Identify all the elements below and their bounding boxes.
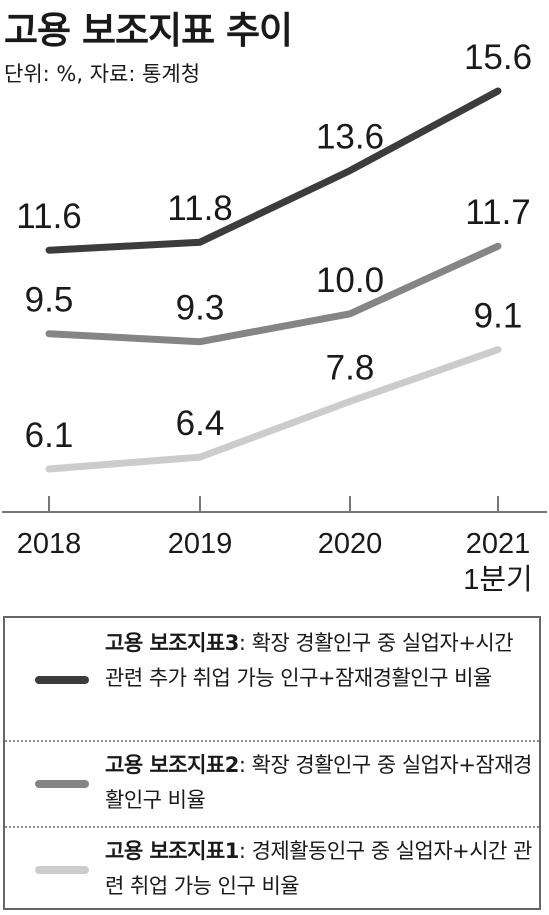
x-tick-label: 2018 <box>17 528 82 560</box>
legend-box: 고용 보조지표3: 확장 경활인구 중 실업자+시간 관련 추가 취업 가능 인… <box>3 616 541 910</box>
data-label: 11.6 <box>16 197 82 236</box>
legend-name-2: 고용 보조지표2 <box>105 753 239 777</box>
x-tick-label: 1분기 <box>463 564 533 596</box>
legend-swatch-3 <box>35 676 89 684</box>
legend-desc-1: : 경제활동인구 중 실업자+시간 관련 취업 가능 인구 비율 <box>105 839 532 898</box>
legend-swatch-1 <box>35 866 89 874</box>
x-tick-label: 2020 <box>318 528 383 560</box>
legend-item-1: 고용 보조지표1: 경제활동인구 중 실업자+시간 관련 취업 가능 인구 비율 <box>5 826 539 910</box>
data-label: 6.1 <box>25 416 74 455</box>
data-label: 6.4 <box>176 404 225 443</box>
legend-name-3: 고용 보조지표3 <box>105 631 239 655</box>
series-line-3 <box>45 87 502 254</box>
legend-text-2: 고용 보조지표2: 확장 경활인구 중 실업자+잠재경활인구 비율 <box>105 748 533 818</box>
line-chart: 11.6 11.8 13.6 15.6 9.5 9.3 10.0 11.7 6.1 6.4 7.8 9… <box>2 38 547 596</box>
data-label: 7.8 <box>326 348 375 387</box>
data-label: 11.8 <box>167 189 233 228</box>
x-tick-label: 2021 <box>466 528 531 560</box>
data-label: 10.0 <box>316 261 384 300</box>
x-tick-label: 2019 <box>168 528 233 560</box>
data-label: 11.7 <box>465 193 531 232</box>
legend-name-1: 고용 보조지표1 <box>105 839 239 863</box>
series-line-2 <box>45 242 502 346</box>
series-line-1 <box>45 346 502 473</box>
legend-desc-3: : 확장 경활인구 중 실업자+시간 관련 추가 취업 가능 인구+잠재경활인구… <box>105 631 514 690</box>
legend-item-2: 고용 보조지표2: 확장 경활인구 중 실업자+잠재경활인구 비율 <box>5 740 539 828</box>
legend-item-3: 고용 보조지표3: 확장 경활인구 중 실업자+시간 관련 추가 취업 가능 인… <box>5 618 539 742</box>
data-label: 9.5 <box>25 281 74 320</box>
data-label: 13.6 <box>316 118 384 157</box>
chart-title: 고용 보조지표 추이 <box>4 9 293 52</box>
legend-desc-2: : 확장 경활인구 중 실업자+잠재경활인구 비율 <box>105 753 532 812</box>
data-label: 9.1 <box>474 297 523 336</box>
chart-subtitle: 단위: %, 자료: 통계청 <box>4 62 201 86</box>
legend-text-3: 고용 보조지표3: 확장 경활인구 중 실업자+시간 관련 추가 취업 가능 인… <box>105 626 533 696</box>
legend-swatch-2 <box>35 780 89 788</box>
data-label: 9.3 <box>176 289 225 328</box>
data-label: 15.6 <box>464 38 532 77</box>
legend-text-1: 고용 보조지표1: 경제활동인구 중 실업자+시간 관련 취업 가능 인구 비율 <box>105 834 533 904</box>
